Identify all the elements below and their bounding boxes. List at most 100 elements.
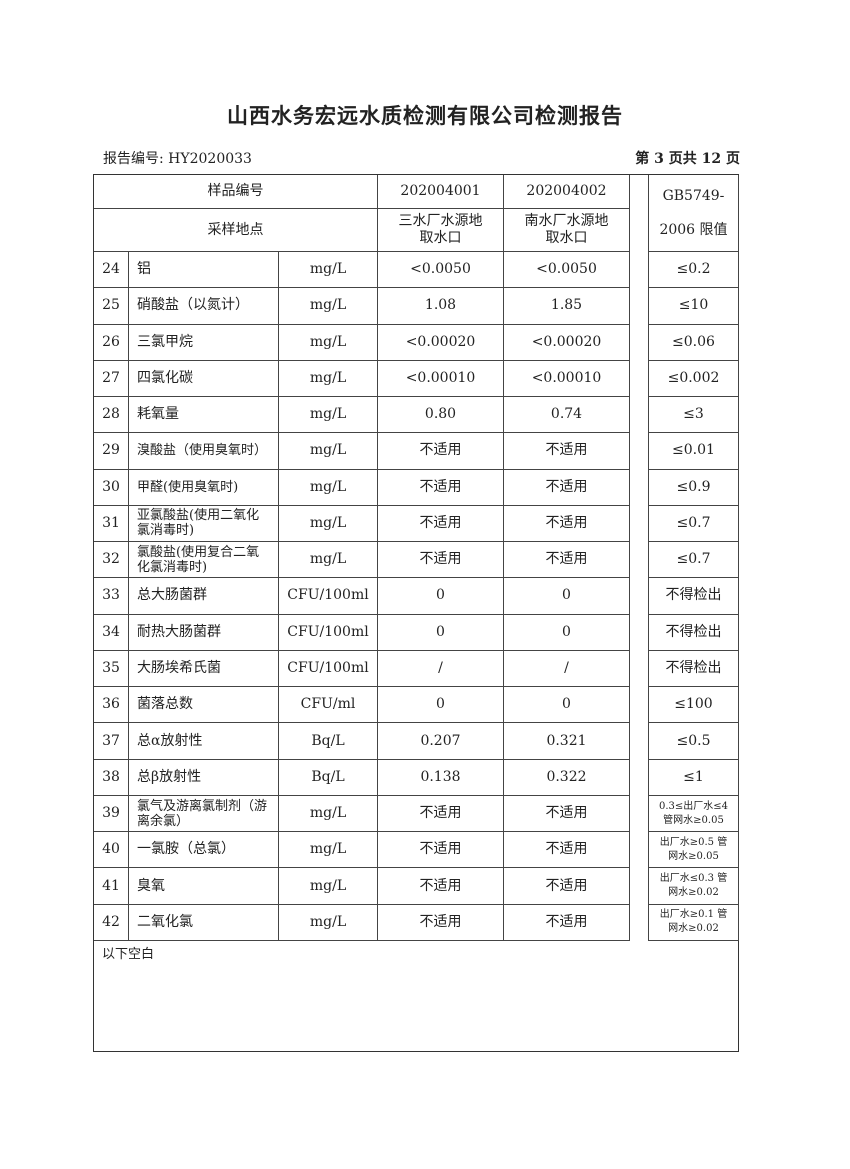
cell-unit: Bq/L [279,723,378,760]
cell-v1: 0.80 [378,397,504,434]
cell-limit: 0.3≤出厂水≤4 管网水≥0.05 [649,795,739,833]
results-table: 样品编号 采样地点 202004001 202004002 三水厂水源地取水口 … [93,174,739,1052]
cell-no: 38 [94,759,129,796]
cell-v2: 0.321 [504,723,630,760]
cell-v1: 0 [378,578,504,615]
cell-unit: mg/L [279,868,378,905]
cell-unit: CFU/100ml [279,614,378,651]
spacer-column [630,175,649,941]
cell-no: 29 [94,433,129,470]
cell-no: 26 [94,324,129,361]
cell-v1: 0.207 [378,723,504,760]
cell-v2: 0 [504,614,630,651]
cell-unit: mg/L [279,795,378,833]
cell-v2: 0.322 [504,759,630,796]
cell-limit: ≤10 [649,288,739,325]
cell-item: 甲醛(使用臭氧时) [129,469,279,506]
cell-v2: 0.74 [504,397,630,434]
cell-v2: 不适用 [504,904,630,941]
cell-v2: 不适用 [504,542,630,579]
cell-limit: ≤0.7 [649,505,739,543]
cell-unit: mg/L [279,904,378,941]
cell-limit: ≤3 [649,397,739,434]
cell-v1: 0 [378,614,504,651]
cell-v1: 0.138 [378,759,504,796]
cell-v2: 不适用 [504,832,630,869]
cell-limit: 不得检出 [649,614,739,651]
cell-limit: ≤0.9 [649,469,739,506]
cell-v2: 1.85 [504,288,630,325]
cell-v2: 不适用 [504,433,630,470]
cell-v2: 不适用 [504,505,630,543]
cell-no: 32 [94,542,129,579]
cell-item: 耐热大肠菌群 [129,614,279,651]
cell-no: 24 [94,252,129,289]
cell-item: 大肠埃希氏菌 [129,650,279,688]
cell-v2: / [504,650,630,688]
cell-limit: ≤0.5 [649,723,739,760]
cell-v2: 0 [504,687,630,724]
cell-item: 硝酸盐（以氮计） [129,288,279,325]
cell-unit: mg/L [279,433,378,470]
cell-v2: 不适用 [504,795,630,833]
cell-v1: 不适用 [378,795,504,833]
sample-1-site: 三水厂水源地取水口 [378,209,504,252]
cell-limit: ≤0.7 [649,542,739,579]
cell-unit: mg/L [279,324,378,361]
cell-item: 一氯胺（总氯） [129,832,279,869]
cell-v1: 不适用 [378,868,504,905]
sample-2-site: 南水厂水源地取水口 [504,209,630,252]
report-title: 山西水务宏远水质检测有限公司检测报告 [227,104,623,128]
cell-unit: CFU/100ml [279,578,378,615]
cell-no: 33 [94,578,129,615]
cell-limit: 不得检出 [649,578,739,615]
cell-limit: 不得检出 [649,650,739,688]
cell-v1: / [378,650,504,688]
page-number: 第 3 页共 12 页 [635,151,740,167]
cell-item: 总β放射性 [129,759,279,796]
cell-no: 27 [94,360,129,398]
sample-1-id: 202004001 [378,175,504,209]
cell-limit: ≤0.06 [649,324,739,361]
cell-v1: <0.00020 [378,324,504,361]
cell-v1: <0.0050 [378,252,504,289]
cell-v1: 不适用 [378,433,504,470]
cell-no: 28 [94,397,129,434]
cell-v1: 不适用 [378,904,504,941]
cell-v2: <0.00010 [504,360,630,398]
cell-item: 亚氯酸盐(使用二氧化氯消毒时) [129,505,279,543]
cell-no: 30 [94,469,129,506]
cell-limit: ≤1 [649,759,739,796]
cell-v1: 不适用 [378,542,504,579]
cell-v1: 0 [378,687,504,724]
cell-unit: mg/L [279,360,378,398]
sample-2-id: 202004002 [504,175,630,209]
cell-item: 总α放射性 [129,723,279,760]
cell-v1: 不适用 [378,469,504,506]
cell-v1: 1.08 [378,288,504,325]
cell-limit: ≤0.01 [649,433,739,470]
cell-no: 41 [94,868,129,905]
cell-v1: 不适用 [378,832,504,869]
cell-limit: ≤0.2 [649,252,739,289]
cell-no: 36 [94,687,129,724]
sample-no-label: 样品编号 [94,175,378,209]
cell-unit: mg/L [279,397,378,434]
limit-header: GB5749-2006 限值 [649,175,739,252]
cell-v1: <0.00010 [378,360,504,398]
cell-item: 铝 [129,252,279,289]
cell-no: 40 [94,832,129,869]
cell-v1: 不适用 [378,505,504,543]
cell-v2: 不适用 [504,469,630,506]
cell-v2: 不适用 [504,868,630,905]
cell-no: 42 [94,904,129,941]
cell-item: 氯气及游离氯制剂（游离余氯） [129,795,279,833]
cell-unit: mg/L [279,252,378,289]
sample-site-label: 采样地点 [94,209,378,252]
report-number: 报告编号: HY2020033 [103,151,252,167]
cell-no: 34 [94,614,129,651]
cell-item: 菌落总数 [129,687,279,724]
cell-unit: mg/L [279,505,378,543]
cell-unit: mg/L [279,832,378,869]
cell-unit: mg/L [279,469,378,506]
